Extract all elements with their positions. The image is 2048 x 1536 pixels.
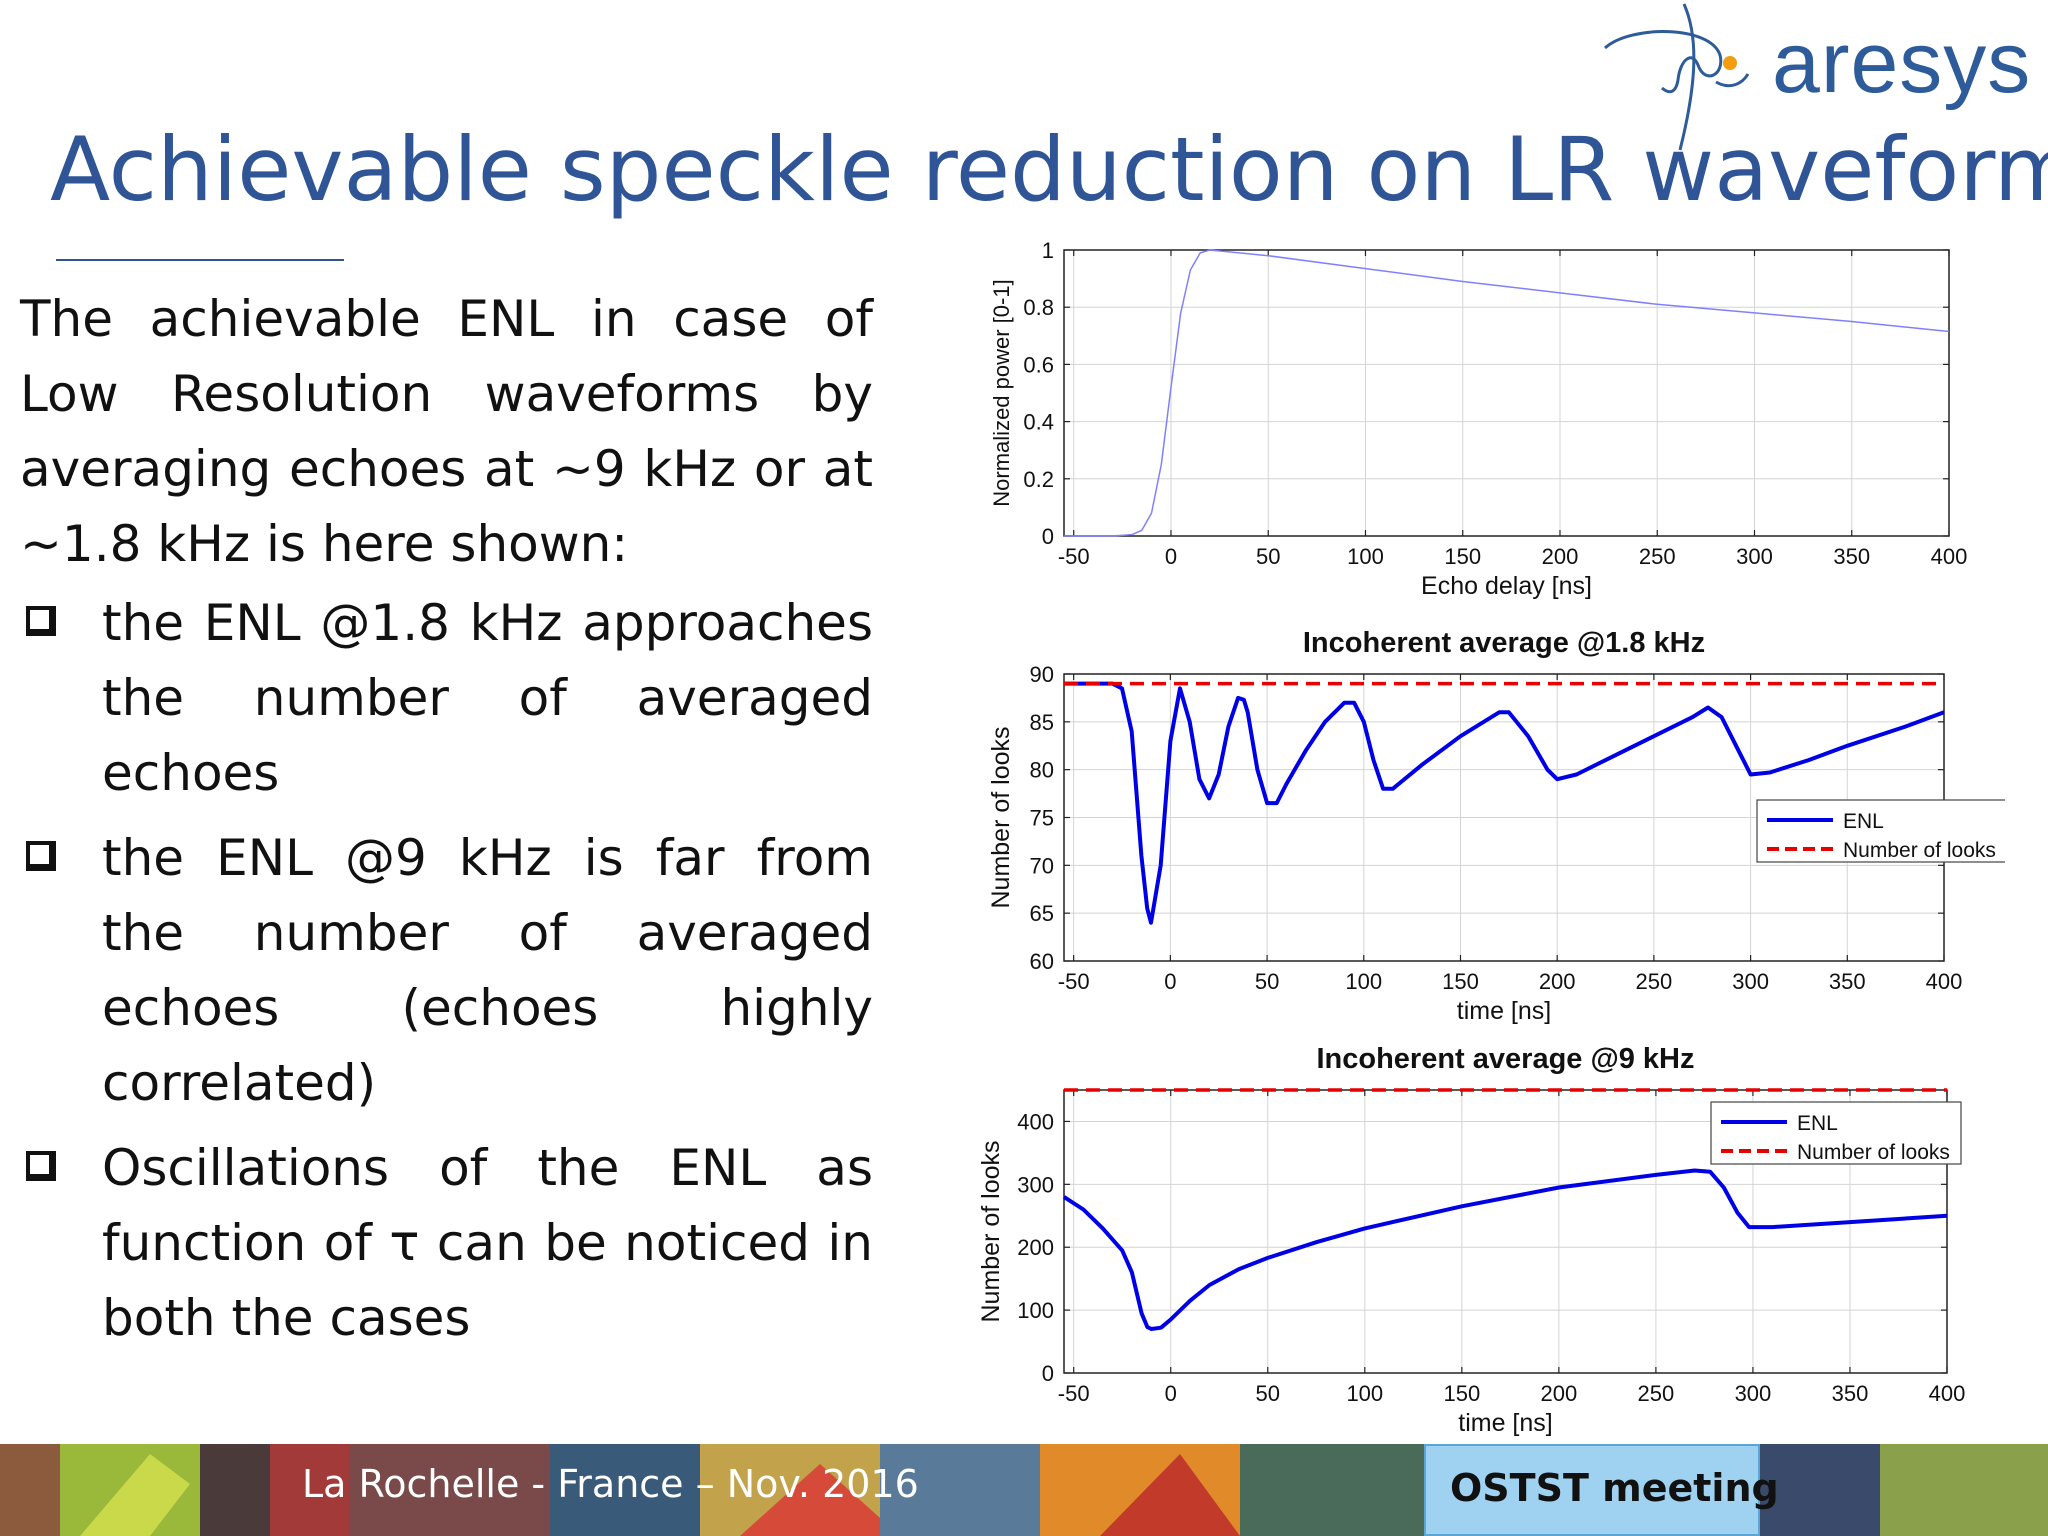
bullet-text: Oscillations of the ENL as function of τ…	[102, 1139, 873, 1347]
y-tick-label: 0.6	[1023, 352, 1054, 377]
footer-location-date: La Rochelle - France – Nov. 2016	[302, 1462, 919, 1506]
bullet-item: the ENL @1.8 kHz approaches the number o…	[20, 586, 873, 811]
x-tick-label: 350	[1833, 544, 1870, 569]
waveform-line	[1064, 249, 1950, 537]
x-tick-label: -50	[1058, 544, 1090, 569]
x-axis-label: time [ns]	[1457, 997, 1551, 1025]
x-tick-label: 100	[1345, 969, 1382, 994]
y-tick-label: 85	[1030, 710, 1054, 735]
x-tick-label: 100	[1346, 1381, 1383, 1406]
intro-paragraph: The achievable ENL in case of Low Resolu…	[20, 290, 873, 573]
y-axis-label: Number of looks	[987, 726, 1015, 908]
y-tick-label: 80	[1030, 758, 1054, 783]
x-tick-label: 200	[1539, 969, 1576, 994]
aresys-logo-text: aresys	[1772, 15, 2032, 111]
x-axis-label: time [ns]	[1458, 1409, 1552, 1437]
y-tick-label: 90	[1030, 662, 1054, 687]
body-text: The achievable ENL in case of Low Resolu…	[20, 282, 873, 1366]
slide-title: Achievable speckle reduction on LR wavef…	[50, 118, 2048, 221]
x-tick-label: 0	[1164, 969, 1176, 994]
x-tick-label: -50	[1058, 1381, 1090, 1406]
x-tick-label: 0	[1165, 1381, 1177, 1406]
footer-meeting-label: OSTST meeting	[1450, 1466, 1779, 1510]
x-tick-label: 50	[1255, 969, 1279, 994]
x-tick-label: 50	[1256, 544, 1280, 569]
enl-line	[1062, 1168, 1948, 1331]
plot-frame	[1063, 249, 1950, 537]
x-tick-label: -50	[1058, 969, 1090, 994]
x-tick-label: 400	[1929, 1381, 1966, 1406]
y-tick-label: 60	[1030, 949, 1054, 974]
plot-area	[1064, 250, 1949, 536]
x-tick-label: 300	[1732, 969, 1769, 994]
x-tick-label: 350	[1832, 1381, 1869, 1406]
chart-title: Incoherent average @1.8 kHz	[1303, 627, 1705, 659]
bullet-item: the ENL @9 kHz is far from the number of…	[20, 821, 873, 1121]
charts-figure: -50 0 50 100 150 200 250 300 350 40000.20.40.60.8…	[977, 238, 2005, 1437]
legend-label: ENL	[1797, 1112, 1838, 1135]
y-tick-label: 200	[1017, 1235, 1054, 1260]
y-tick-label: 75	[1030, 806, 1054, 831]
y-tick-label: 100	[1017, 1298, 1054, 1323]
x-tick-label: 300	[1735, 1381, 1772, 1406]
x-tick-label: 250	[1639, 544, 1676, 569]
x-axis-label: Echo delay [ns]	[1421, 572, 1592, 600]
x-tick-label: 250	[1638, 1381, 1675, 1406]
x-tick-label: 250	[1636, 969, 1673, 994]
y-tick-label: 0.4	[1023, 410, 1054, 435]
x-tick-label: 350	[1829, 969, 1866, 994]
bullet-text: the ENL @9 kHz is far from the number of…	[102, 829, 873, 1112]
legend-label: ENL	[1843, 810, 1884, 833]
y-tick-label: 70	[1030, 853, 1054, 878]
x-tick-label: 400	[1931, 544, 1968, 569]
y-tick-label: 1	[1042, 238, 1054, 263]
x-tick-label: 200	[1542, 544, 1579, 569]
legend-box	[1756, 799, 2005, 863]
legend-label: Number of looks	[1843, 839, 1996, 862]
y-axis-label: Number of looks	[977, 1140, 1005, 1322]
y-tick-label: 400	[1017, 1109, 1054, 1134]
legend-box	[1710, 1101, 1962, 1165]
aresys-logo	[1603, 3, 1750, 151]
x-tick-label: 150	[1443, 1381, 1480, 1406]
bullet-text: the ENL @1.8 kHz approaches the number o…	[102, 594, 873, 802]
x-tick-label: 100	[1347, 544, 1384, 569]
x-tick-label: 0	[1165, 544, 1177, 569]
y-tick-label: 0.8	[1023, 295, 1054, 320]
bullet-list: the ENL @1.8 kHz approaches the number o…	[20, 586, 873, 1356]
enl-line	[1064, 681, 1945, 925]
checkbox-bullet-icon	[26, 841, 56, 871]
footer-meeting-badge: OSTST meeting	[1424, 1444, 1779, 1536]
y-tick-label: 0	[1042, 524, 1054, 549]
y-tick-label: 300	[1017, 1172, 1054, 1197]
x-tick-label: 50	[1256, 1381, 1280, 1406]
y-axis-label: Normalized power [0-1]	[989, 279, 1014, 506]
x-tick-label: 400	[1926, 969, 1963, 994]
x-tick-label: 150	[1444, 544, 1481, 569]
title-underline	[56, 259, 344, 261]
chart-title: Incoherent average @9 kHz	[1316, 1043, 1694, 1075]
bullet-item: Oscillations of the ENL as function of τ…	[20, 1131, 873, 1356]
checkbox-bullet-icon	[26, 606, 56, 636]
legend-label: Number of looks	[1797, 1141, 1950, 1164]
x-tick-label: 200	[1541, 1381, 1578, 1406]
checkbox-bullet-icon	[26, 1151, 56, 1181]
y-tick-label: 65	[1030, 901, 1054, 926]
y-tick-label: 0.2	[1023, 467, 1054, 492]
footer-banner: La Rochelle - France – Nov. 2016 OSTST m…	[0, 1444, 2048, 1536]
x-tick-label: 150	[1442, 969, 1479, 994]
x-tick-label: 300	[1736, 544, 1773, 569]
y-tick-label: 0	[1042, 1361, 1054, 1386]
